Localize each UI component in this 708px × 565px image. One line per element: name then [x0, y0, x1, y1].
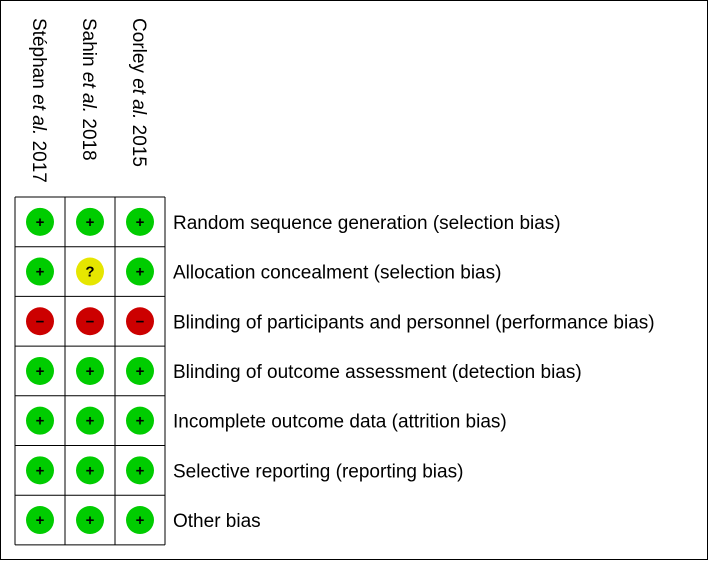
judgment-symbol: +	[36, 363, 45, 380]
judgment-symbol: +	[86, 363, 95, 380]
judgment-circle	[126, 456, 154, 485]
judgment-circle	[126, 506, 154, 535]
study-label: Stéphan et al. 2017	[28, 18, 49, 183]
study-etal: et al.	[128, 78, 149, 119]
domain-label: Blinding of outcome assessment (detectio…	[173, 362, 582, 383]
domain-label: Other bias	[173, 511, 261, 532]
judgment-circle	[76, 406, 104, 435]
study-name: Sahin	[78, 18, 99, 67]
study-name: Stéphan	[28, 18, 49, 89]
judgment-symbol: +	[86, 462, 95, 479]
judgment-symbol: +	[136, 462, 145, 479]
judgment-symbol: +	[86, 512, 95, 529]
study-name: Corley	[128, 18, 149, 73]
judgment-symbol: +	[36, 264, 45, 281]
study-year: 2017	[28, 141, 49, 183]
judgment-circle	[26, 257, 54, 286]
judgment-circle	[26, 307, 54, 336]
judgment-symbol: +	[136, 264, 145, 281]
judgment-symbol: +	[136, 413, 145, 430]
judgment-symbol: +	[36, 413, 45, 430]
study-year: 2015	[128, 125, 149, 167]
study-label: Sahin et al. 2018	[78, 18, 99, 161]
judgment-circle	[126, 356, 154, 385]
judgment-circle	[26, 456, 54, 485]
domain-label: Random sequence generation (selection bi…	[173, 213, 561, 234]
judgment-circle	[126, 307, 154, 336]
domain-label: Allocation concealment (selection bias)	[173, 263, 501, 284]
judgment-circle	[26, 207, 54, 236]
judgment-circle	[126, 257, 154, 286]
judgment-circle	[26, 506, 54, 535]
domain-label: Blinding of participants and personnel (…	[173, 312, 655, 333]
judgment-circle	[76, 506, 104, 535]
judgment-circle	[76, 257, 104, 286]
domain-label: Incomplete outcome data (attrition bias)	[173, 412, 507, 433]
domain-label: Selective reporting (reporting bias)	[173, 461, 463, 482]
judgment-symbol: +	[36, 214, 45, 231]
judgment-symbol: ?	[85, 264, 94, 281]
study-etal: et al.	[78, 72, 99, 113]
judgment-symbol: −	[86, 313, 95, 330]
judgment-symbol: −	[136, 313, 145, 330]
study-year: 2018	[78, 118, 99, 160]
judgment-symbol: +	[36, 512, 45, 529]
study-etal: et al.	[28, 94, 49, 135]
judgment-circle	[76, 356, 104, 385]
judgment-circle	[76, 307, 104, 336]
judgment-circle	[126, 406, 154, 435]
judgment-circle	[76, 456, 104, 485]
judgment-circle	[126, 207, 154, 236]
judgment-symbol: −	[36, 313, 45, 330]
judgment-symbol: +	[36, 462, 45, 479]
judgment-symbol: +	[136, 512, 145, 529]
judgment-circle	[26, 406, 54, 435]
judgment-symbol: +	[86, 413, 95, 430]
judgment-symbol: +	[86, 214, 95, 231]
judgment-symbol: +	[136, 363, 145, 380]
judgment-symbol: +	[136, 214, 145, 231]
judgment-circle	[76, 207, 104, 236]
judgment-circle	[26, 356, 54, 385]
study-label: Corley et al. 2015	[128, 18, 149, 167]
